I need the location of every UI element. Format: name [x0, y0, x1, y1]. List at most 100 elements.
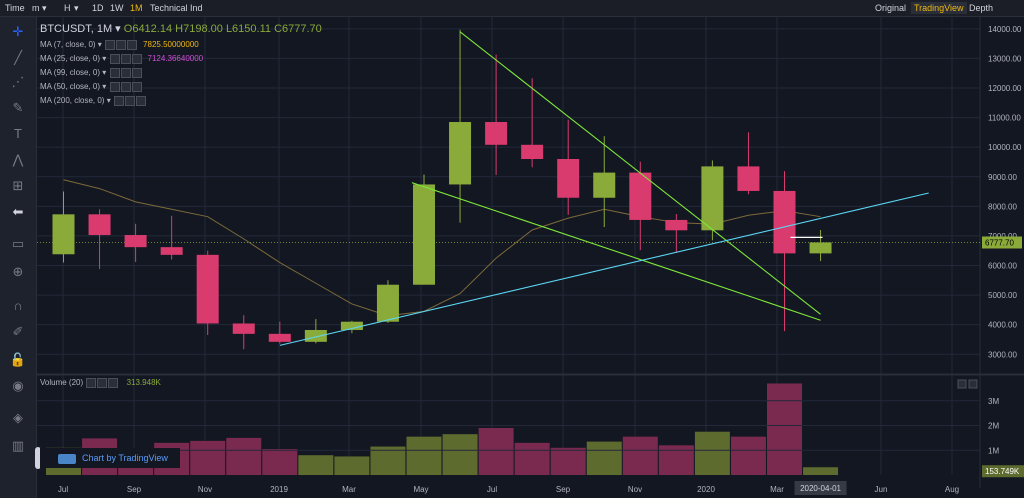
ruler-icon[interactable]: ▭ — [11, 236, 25, 251]
chevron-down-icon[interactable]: ▾ — [100, 82, 109, 91]
eye-icon[interactable] — [109, 67, 120, 78]
zoom-in-icon[interactable]: ⊕ — [12, 264, 24, 279]
eye-icon[interactable]: ◉ — [12, 378, 24, 393]
time-tick-label: Sep — [127, 485, 142, 494]
text-icon[interactable]: T — [14, 126, 22, 141]
settings-icon[interactable] — [97, 377, 108, 388]
pattern-icon[interactable]: ⋀ — [12, 152, 24, 167]
candle-body — [773, 190, 796, 254]
watermark-text: Chart by TradingView — [82, 453, 168, 463]
settings-icon[interactable] — [120, 67, 131, 78]
chevron-down-icon[interactable]: ▾ — [74, 3, 79, 13]
volume-value: 313.948K — [126, 378, 161, 387]
trend-line[interactable] — [411, 182, 821, 321]
settings-icon[interactable] — [120, 53, 131, 64]
price-tick-label: 8000.00 — [988, 202, 1017, 211]
eye-icon[interactable] — [109, 53, 120, 64]
top-toolbar: Time m ▾ H ▾ 1D 1W 1M Technical Ind Original Tradi… — [0, 0, 1024, 17]
candle-body — [521, 144, 544, 159]
eye-icon[interactable] — [113, 95, 124, 106]
eye-icon[interactable] — [105, 39, 116, 50]
volume-label[interactable]: Volume (20) — [40, 378, 84, 387]
ma-label[interactable]: MA (99, close, 0) — [40, 68, 101, 77]
candle-body — [809, 242, 832, 254]
toolbar-item-time[interactable]: Time — [5, 3, 25, 13]
pane-move-up-icon[interactable] — [957, 379, 967, 389]
trend-line[interactable] — [459, 31, 821, 315]
settings-icon[interactable] — [116, 39, 127, 50]
volume-legend: Volume (20) 313.948K — [40, 377, 161, 389]
ma-label[interactable]: MA (200, close, 0) — [40, 96, 105, 105]
settings-icon[interactable] — [124, 95, 135, 106]
watermark-handle[interactable] — [35, 447, 41, 469]
trend-line-icon[interactable]: ╱ — [14, 50, 22, 65]
chevron-down-icon[interactable]: ▾ — [95, 40, 105, 49]
ma-label[interactable]: MA (7, close, 0) — [40, 40, 96, 49]
trash-icon[interactable]: ▥ — [11, 438, 25, 453]
candle-body — [557, 159, 580, 198]
drawing-sidebar: ✛ ╱ ⋰ ✎ T ⋀ ⊞ ⬅ ▭ ⊕ ∩ ✐ 🔓 ◉ ◈ ▥ — [0, 17, 37, 498]
volume-bar — [550, 447, 586, 475]
toolbar-item-m[interactable]: m — [32, 3, 40, 13]
candle-body — [340, 321, 363, 330]
volume-bar — [622, 436, 658, 475]
view-tab-original[interactable]: Original — [875, 3, 907, 13]
close-icon[interactable] — [131, 67, 142, 78]
chevron-down-icon[interactable]: ▾ — [100, 68, 109, 77]
toolbar-item-1d[interactable]: 1D — [92, 3, 104, 13]
view-tab-tradingview[interactable]: TradingView — [911, 2, 967, 14]
candle-body — [449, 122, 472, 185]
settings-icon[interactable] — [120, 81, 131, 92]
eye-icon[interactable] — [109, 81, 120, 92]
toolbar-item-1m[interactable]: 1M — [130, 3, 143, 13]
eye-icon[interactable] — [86, 377, 97, 388]
close-icon[interactable] — [108, 377, 119, 388]
close-icon[interactable] — [131, 81, 142, 92]
candle-body — [196, 254, 219, 324]
watermark: Chart by TradingView — [40, 448, 180, 468]
volume-bar — [334, 456, 370, 475]
volume-bar — [730, 436, 766, 475]
volume-bar — [767, 383, 802, 475]
ma-label[interactable]: MA (25, close, 0) — [40, 54, 101, 63]
chevron-down-icon[interactable]: ▾ — [112, 23, 124, 35]
time-tick-label: Jul — [58, 485, 68, 494]
trend-line[interactable] — [279, 192, 929, 346]
close-icon[interactable] — [135, 95, 146, 106]
close-icon[interactable] — [131, 53, 142, 64]
magnet-icon[interactable]: ∩ — [13, 298, 23, 313]
toolbar-item-1w[interactable]: 1W — [110, 3, 124, 13]
fib-icon[interactable]: ⋰ — [11, 74, 25, 89]
candle-body — [593, 172, 616, 198]
back-arrow-icon[interactable]: ⬅ — [12, 204, 24, 219]
ma-label[interactable]: MA (50, close, 0) — [40, 82, 101, 91]
chevron-down-icon[interactable]: ▾ — [100, 54, 109, 63]
price-tick-label: 5000.00 — [988, 291, 1017, 300]
time-cursor-label: 2020-04-01 — [800, 484, 841, 493]
time-tick-label: Nov — [628, 485, 642, 494]
brush-icon[interactable]: ✎ — [12, 100, 24, 115]
prediction-icon[interactable]: ⊞ — [12, 178, 24, 193]
volume-tick-label: 2M — [988, 422, 999, 431]
pane-close-icon[interactable] — [968, 379, 978, 389]
candle-body — [52, 214, 75, 255]
layers-icon[interactable]: ◈ — [13, 410, 23, 425]
toolbar-item-technical-ind[interactable]: Technical Ind — [150, 3, 203, 13]
chevron-down-icon[interactable]: ▾ — [42, 3, 47, 13]
toolbar-item-h[interactable]: H — [64, 3, 71, 13]
view-tab-depth[interactable]: Depth — [969, 3, 994, 13]
candle-body — [268, 333, 291, 342]
lock-icon[interactable]: 🔓 — [9, 352, 27, 367]
ohlc-close: C6777.70 — [274, 23, 322, 35]
close-icon[interactable] — [127, 39, 138, 50]
lock-pencil-icon[interactable]: ✐ — [12, 324, 24, 339]
price-tick-label: 4000.00 — [988, 321, 1017, 330]
candle-body — [160, 247, 183, 255]
crosshair-icon[interactable]: ✛ — [12, 24, 24, 39]
candle-body — [232, 323, 255, 334]
symbol-label[interactable]: BTCUSDT, 1M — [40, 23, 113, 35]
price-axis-bg[interactable] — [980, 17, 1024, 488]
chevron-down-icon[interactable]: ▾ — [104, 96, 113, 105]
time-axis-bg[interactable] — [37, 475, 980, 498]
